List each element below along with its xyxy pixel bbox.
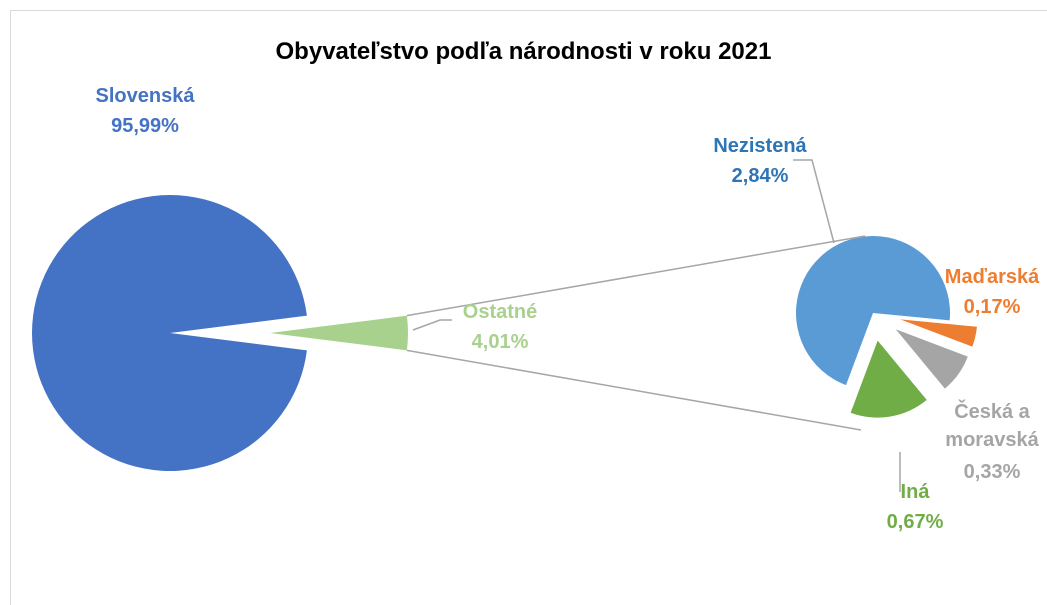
data-label: Nezistená <box>713 135 807 157</box>
pie-slice <box>850 340 927 418</box>
leader-line <box>793 159 835 244</box>
pie-slice <box>270 315 409 351</box>
connector-line <box>406 235 866 317</box>
data-label: Maďarská <box>944 266 1040 288</box>
data-label: Iná <box>900 481 930 503</box>
pie-slice <box>795 236 950 386</box>
data-label: 0,67% <box>886 511 944 533</box>
leader-line <box>412 319 452 331</box>
data-label: 95,99% <box>111 115 179 137</box>
data-label: 4,01% <box>471 331 529 353</box>
chart-title: Obyvateľstvo podľa národnosti v roku 202… <box>275 38 772 65</box>
data-label: 0,17% <box>963 296 1021 318</box>
pie-slice <box>900 319 977 347</box>
data-label: 0,33% <box>963 461 1021 483</box>
data-label: Ostatné <box>462 301 538 323</box>
chart-border <box>10 10 1047 605</box>
pie-slice <box>895 329 968 389</box>
data-label: Slovenská <box>95 85 195 107</box>
data-label: Česká a moravská <box>945 401 1039 451</box>
connector-line <box>406 349 862 431</box>
pie-slice <box>32 195 307 471</box>
data-label: 2,84% <box>731 165 789 187</box>
